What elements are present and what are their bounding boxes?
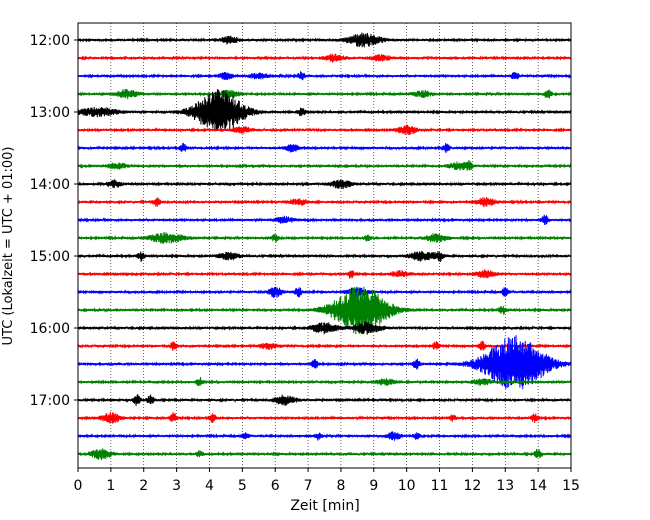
trace-1400 <box>77 179 572 190</box>
x-tick-label-2: 2 <box>139 478 148 494</box>
trace-1500 <box>77 251 572 262</box>
y-tick-label-1600: 16:00 <box>30 321 70 337</box>
y-tick-label-1200: 12:00 <box>30 33 70 49</box>
x-tick-label-4: 4 <box>205 478 214 494</box>
x-tick-label-15: 15 <box>562 478 580 494</box>
x-tick-label-7: 7 <box>304 478 313 494</box>
trace-group <box>77 32 572 461</box>
x-tick-label-11: 11 <box>431 478 449 494</box>
trace-1445 <box>77 231 572 244</box>
trace-1745 <box>77 448 572 461</box>
y-tick-label-1400: 14:00 <box>30 177 70 193</box>
trace-1630 <box>77 335 572 390</box>
x-tick-label-9: 9 <box>369 478 378 494</box>
x-tick-label-3: 3 <box>172 478 181 494</box>
x-tick-label-14: 14 <box>529 478 547 494</box>
y-axis-ticks: 12:00 13:00 14:00 15:00 16:00 17:00 <box>30 33 78 409</box>
trace-1345 <box>77 160 572 171</box>
x-tick-label-5: 5 <box>238 478 247 494</box>
trace-1600 <box>77 321 572 335</box>
trace-1530 <box>77 286 572 298</box>
trace-1300 <box>77 89 572 131</box>
x-tick-label-8: 8 <box>336 478 345 494</box>
trace-1215 <box>77 53 572 63</box>
trace-1715 <box>77 411 572 424</box>
trace-1315 <box>77 124 572 136</box>
trace-1415 <box>77 197 572 208</box>
y-tick-label-1300: 13:00 <box>30 105 70 121</box>
trace-1515 <box>77 269 572 279</box>
x-tick-label-0: 0 <box>74 478 83 494</box>
y-axis-label: UTC (Lokalzeit = UTC + 01:00) <box>1 147 16 346</box>
plot-frame <box>77 22 572 469</box>
x-tick-label-13: 13 <box>496 478 514 494</box>
x-tick-label-6: 6 <box>271 478 280 494</box>
trace-1200 <box>77 32 572 48</box>
trace-1730 <box>77 431 572 441</box>
x-axis-ticks: 0 1 2 3 4 5 6 7 8 9 10 11 12 13 14 15 <box>74 468 580 494</box>
x-tick-label-1: 1 <box>106 478 115 494</box>
y-tick-label-1500: 15:00 <box>30 249 70 265</box>
trace-1330 <box>77 142 572 154</box>
trace-1700 <box>77 394 572 406</box>
trace-1615 <box>77 340 572 351</box>
trace-1230 <box>77 71 572 81</box>
trace-1645 <box>77 377 572 387</box>
trace-1545 <box>77 286 572 335</box>
x-tick-label-12: 12 <box>463 478 481 494</box>
x-tick-label-10: 10 <box>398 478 416 494</box>
trace-1430 <box>77 214 572 225</box>
y-tick-label-1700: 17:00 <box>30 393 70 409</box>
x-axis-label: Zeit [min] <box>290 498 359 514</box>
trace-1245 <box>77 88 572 100</box>
vertical-gridlines <box>110 23 539 468</box>
